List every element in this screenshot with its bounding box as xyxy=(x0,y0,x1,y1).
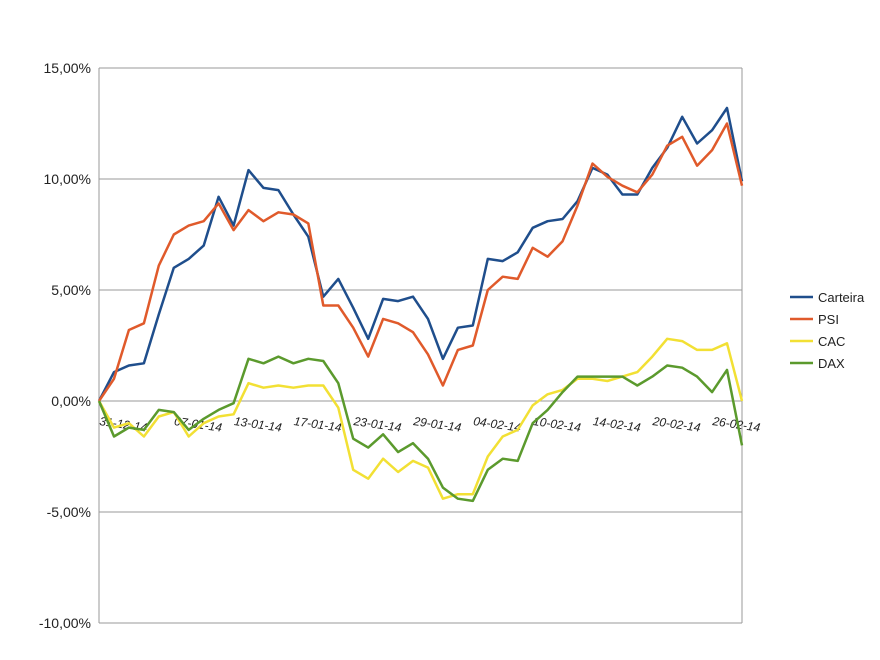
x-tick-label: 04-02-14 xyxy=(472,414,522,435)
x-tick-label: 23-01-14 xyxy=(352,414,403,435)
y-tick-label: 10,00% xyxy=(44,171,91,187)
legend: Carteira PSI CAC DAX xyxy=(790,290,865,371)
x-axis-tick-labels: 31-12-14 07-01-14 13-01-14 17-01-14 23-01-14… xyxy=(99,414,762,435)
x-tick-label: 10-02-14 xyxy=(532,414,582,435)
series-line-cac xyxy=(97,337,744,500)
y-tick-label: -5,00% xyxy=(47,504,91,520)
y-tick-label: 0,00% xyxy=(51,393,91,409)
legend-label-dax: DAX xyxy=(818,356,845,371)
series-line-psi xyxy=(97,122,744,402)
gridlines xyxy=(99,67,742,624)
legend-label-cac: CAC xyxy=(818,334,845,349)
y-tick-label: -10,00% xyxy=(39,615,91,631)
x-tick-label: 14-02-14 xyxy=(592,414,642,435)
x-tick-label: 17-01-14 xyxy=(293,414,343,435)
legend-label-psi: PSI xyxy=(818,312,839,327)
y-tick-label: 15,00% xyxy=(44,60,91,76)
axes xyxy=(98,68,743,623)
y-tick-label: 5,00% xyxy=(51,282,91,298)
x-tick-label: 20-02-14 xyxy=(651,414,702,435)
legend-label-carteira: Carteira xyxy=(818,290,865,305)
x-tick-label: 13-01-14 xyxy=(233,414,283,435)
x-tick-label: 29-01-14 xyxy=(412,414,463,435)
x-tick-label: 26-02-14 xyxy=(711,414,762,435)
y-axis-tick-labels: 15,00% 10,00% 5,00% 0,00% -5,00% -10,00% xyxy=(39,60,91,631)
series-line-carteira xyxy=(97,106,744,402)
series-line-dax xyxy=(97,355,744,503)
series-lines xyxy=(97,106,744,503)
